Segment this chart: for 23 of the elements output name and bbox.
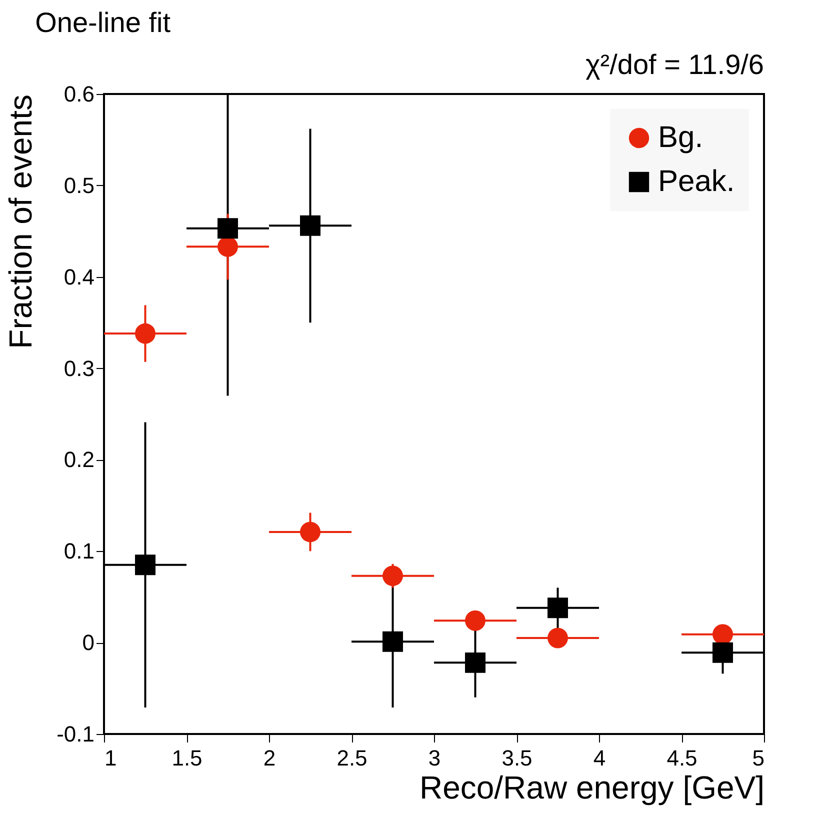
y-tick-label: -0.1 xyxy=(56,722,94,746)
x-tick-label: 1 xyxy=(104,746,117,770)
chart-title: One-line fit xyxy=(35,7,171,38)
y-axis-title: Fraction of events xyxy=(2,94,39,349)
x-tick-label: 3.5 xyxy=(502,746,532,770)
text: χ²/dof = 11.9/6 xyxy=(586,49,764,80)
x-tick-label: 2.5 xyxy=(336,746,368,770)
x-tick-label: 4.5 xyxy=(666,746,698,770)
x-axis-title: Reco/Raw energy [GeV] xyxy=(419,770,764,806)
y-tick-label: 0.4 xyxy=(64,264,94,290)
y-tick-label: 0 xyxy=(82,630,94,656)
x-tick-label: 5 xyxy=(752,746,764,770)
legend-label: Bg. xyxy=(658,121,704,154)
legend-label: Peak. xyxy=(658,165,735,198)
y-tick-label: 0.3 xyxy=(64,356,94,381)
y-tick-label: 0.2 xyxy=(64,447,94,472)
y-tick-label: 0.6 xyxy=(64,82,94,106)
x-tick-label: 4 xyxy=(593,746,606,770)
x-tick-label: 3 xyxy=(428,746,441,770)
x-tick-label: 2 xyxy=(263,746,276,770)
x-tick-label: 1.5 xyxy=(172,746,202,770)
y-tick-label: 0.1 xyxy=(64,538,94,564)
y-tick-label: 0.5 xyxy=(64,172,94,198)
